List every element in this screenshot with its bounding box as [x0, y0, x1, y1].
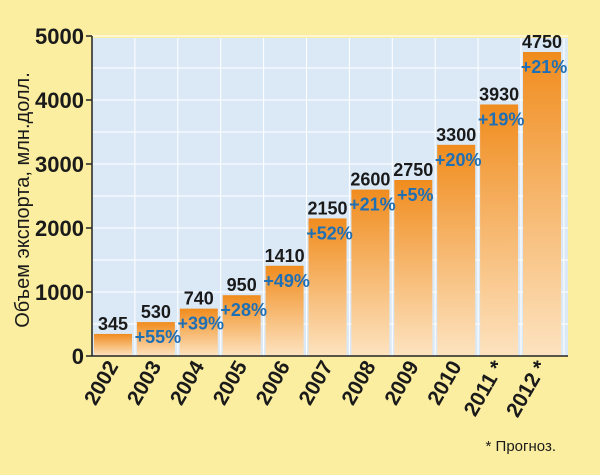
bar-2002	[94, 333, 132, 356]
bar-2011	[480, 104, 519, 356]
x-tick-label: 2003	[123, 357, 166, 409]
bar-2003	[136, 322, 175, 356]
bar-2008	[351, 189, 390, 356]
growth-label: +28%	[220, 300, 267, 320]
y-tick-label: 3000	[35, 152, 84, 177]
growth-label: +52%	[306, 223, 353, 243]
x-tick-label: 2004	[166, 357, 209, 409]
value-label: 1410	[265, 246, 305, 266]
x-tick-label: 2002	[80, 357, 123, 409]
y-tick-label: 2000	[35, 216, 84, 241]
bar-2012	[523, 52, 561, 356]
bar-2006	[265, 265, 304, 356]
x-tick-label: 2012 *	[502, 356, 553, 421]
bar-2007	[308, 218, 347, 356]
x-tick-label: 2006	[252, 357, 295, 409]
value-label: 3300	[436, 125, 476, 145]
x-tick-label: 2007	[295, 357, 338, 409]
value-label: 345	[98, 314, 128, 334]
growth-label: +39%	[178, 314, 225, 334]
x-tick-label: 2010	[423, 357, 466, 409]
value-label: 2600	[350, 170, 390, 190]
bar-2009	[394, 180, 433, 356]
y-axis: 0 1000 2000 3000 4000 5000	[35, 24, 93, 369]
y-tick-label: 4000	[35, 88, 84, 113]
growth-label: +49%	[263, 271, 310, 291]
value-label: 740	[184, 289, 214, 309]
value-label: 2750	[393, 160, 433, 180]
y-tick-label: 1000	[35, 280, 84, 305]
growth-label: +21%	[349, 195, 396, 215]
y-tick-label: 5000	[35, 24, 84, 49]
growth-label: +5%	[397, 185, 434, 205]
value-label: 950	[227, 275, 257, 295]
bars	[94, 52, 561, 356]
bar-2005	[222, 295, 261, 356]
data-labels: 345 530 +55%740 +39%950 +28% 1410 +49% 2150 +52%…	[98, 32, 567, 347]
value-label: 2150	[307, 198, 347, 218]
y-tick-label: 0	[72, 344, 84, 369]
growth-label: +20%	[435, 150, 482, 170]
x-tick-label: 2008	[337, 357, 380, 409]
bar-2010	[437, 144, 476, 356]
value-label: 3930	[479, 84, 519, 104]
growth-label: +55%	[135, 327, 182, 347]
growth-label: +21%	[521, 57, 568, 77]
x-axis: 2002 2003 2004 2005 2006 2007 2008 2009 20102011…	[80, 355, 568, 421]
growth-label: +19%	[478, 109, 525, 129]
x-tick-label: 2009	[380, 357, 423, 409]
bar-2004	[179, 308, 218, 356]
y-axis-label: Объем экспорта, млн.долл.	[12, 72, 34, 328]
value-label: 530	[141, 302, 171, 322]
value-label: 4750	[522, 32, 562, 52]
x-tick-label: 2005	[209, 357, 252, 409]
footnote: * Прогноз.	[486, 438, 556, 455]
